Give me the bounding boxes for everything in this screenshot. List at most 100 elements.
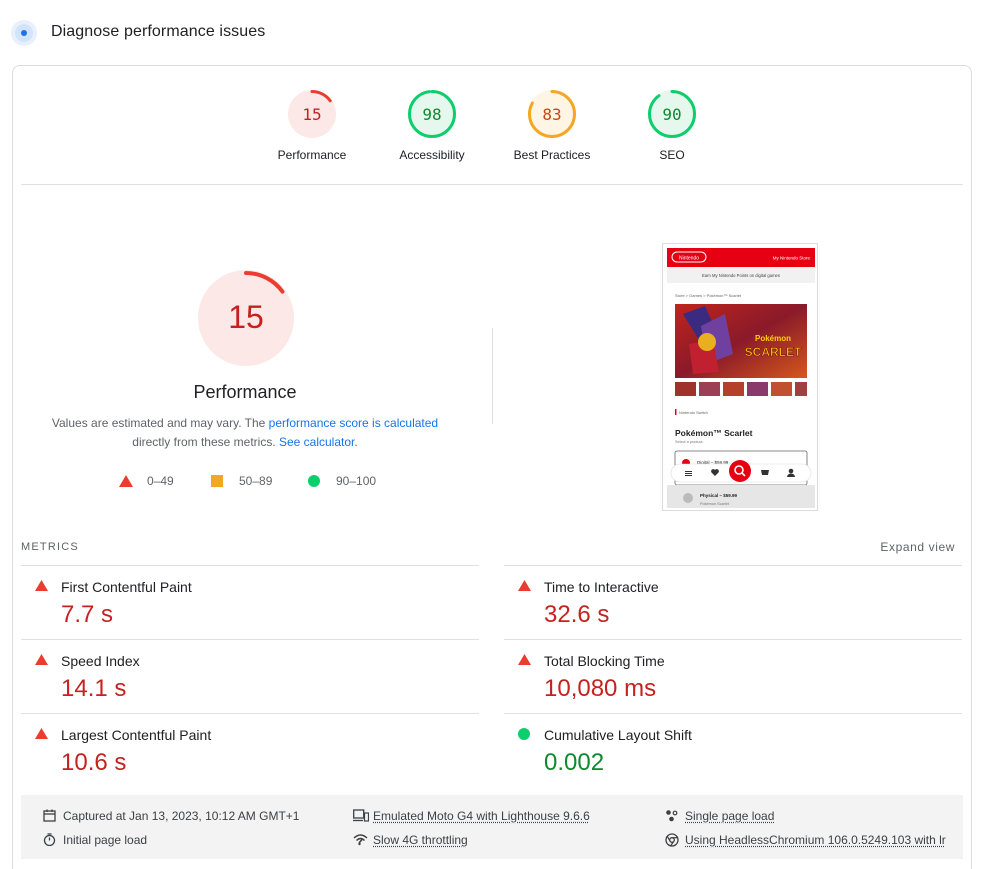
gauge-bg <box>408 90 456 138</box>
metric-label: Time to Interactive <box>544 579 659 595</box>
expand-view-button[interactable]: Expand view <box>880 540 955 554</box>
lighthouse-icon <box>11 20 37 46</box>
score-legend: 0–49 50–89 90–100 <box>119 473 419 489</box>
option-sub: Pokémon Scarlet <box>700 502 730 506</box>
captured-text: Captured at Jan 13, 2023, 10:12 AM GMT+1 <box>63 809 300 823</box>
nintendo-logo: Nintendo <box>679 256 699 262</box>
triangle-icon <box>35 728 48 739</box>
metric-value: 32.6 s <box>544 601 610 628</box>
metric-cumulative-layout-shift: Cumulative Layout Shift 0.002 <box>504 713 962 787</box>
big-gauge-bg <box>198 270 294 366</box>
gauge-performance[interactable]: 15 Performance <box>252 88 372 162</box>
product-title: Pokémon™ Scarlet <box>675 428 753 438</box>
select-text: Select a product: <box>675 440 704 444</box>
calendar-icon <box>43 809 56 822</box>
vertical-divider <box>492 328 493 424</box>
session-icon <box>666 810 678 822</box>
option-physical: Physical – $59.99 <box>700 493 738 498</box>
metric-time-to-interactive: Time to Interactive 32.6 s <box>504 565 962 639</box>
gauge-bg <box>288 90 336 138</box>
legend-range: 90–100 <box>336 474 377 488</box>
hero-title-1: Pokémon <box>755 334 791 343</box>
gauge-ring: 90 <box>648 90 696 138</box>
final-screenshot[interactable]: Nintendo My Nintendo Store Earn My Ninte… <box>662 243 818 511</box>
performance-note: Values are estimated and may vary. The p… <box>35 414 455 452</box>
page-title: Diagnose performance issues <box>51 23 266 40</box>
gauge-arc <box>648 90 696 138</box>
metric-value: 14.1 s <box>61 675 127 702</box>
gauge-best-practices[interactable]: 83 Best Practices <box>492 88 612 162</box>
metric-label: Cumulative Layout Shift <box>544 727 692 743</box>
triangle-icon <box>35 654 48 665</box>
performance-title: Performance <box>193 382 297 402</box>
circle-icon <box>518 728 530 740</box>
platform-label: Nintendo Switch <box>679 410 708 415</box>
triangle-icon <box>119 475 133 487</box>
metrics-title: METRICS <box>21 541 79 553</box>
metric-value: 7.7 s <box>61 601 114 628</box>
option-digital: Digital – $59.99 <box>697 460 729 465</box>
timer-icon <box>43 833 56 846</box>
note-text: . <box>354 435 358 449</box>
gauge-label: SEO <box>659 148 685 162</box>
store-link: My Nintendo Store <box>773 256 811 261</box>
triangle-icon <box>35 580 48 591</box>
gauge-accessibility[interactable]: 98 Accessibility <box>372 88 492 162</box>
score-calculated-link[interactable]: performance score is calculated <box>268 416 439 430</box>
gauge-seo[interactable]: 90 SEO <box>612 88 732 162</box>
metric-label: Largest Contentful Paint <box>61 727 212 743</box>
initial-text: Initial page load <box>63 833 148 847</box>
gauge-bg <box>648 90 696 138</box>
wifi-icon <box>353 834 368 846</box>
triangle-icon <box>518 654 531 665</box>
note-text: directly from these metrics. <box>132 435 279 449</box>
legend-range: 50–89 <box>239 474 273 488</box>
metric-label: Speed Index <box>61 653 140 669</box>
see-calculator-link[interactable]: See calculator <box>278 435 355 449</box>
single-text: Single page load <box>685 809 775 823</box>
gauge-score: 83 <box>542 105 561 124</box>
runtime-settings: Captured at Jan 13, 2023, 10:12 AM GMT+1… <box>21 795 963 859</box>
metric-value: 10.6 s <box>61 749 127 776</box>
gauge-score: 90 <box>662 105 681 124</box>
metric-first-contentful-paint: First Contentful Paint 7.7 s <box>21 565 479 639</box>
metric-label: First Contentful Paint <box>61 579 192 595</box>
promo-text: Earn My Nintendo Points on digital games <box>702 273 780 278</box>
legend-range: 0–49 <box>147 474 174 488</box>
gauge-arc <box>408 90 456 138</box>
category-gauges: 15 Performance 98 Accessibility 83 Best … <box>13 66 973 186</box>
hero-title-2: SCARLET <box>745 345 802 359</box>
gauge-label: Best Practices <box>513 148 591 162</box>
gauge-label: Accessibility <box>399 148 465 162</box>
metric-value: 10,080 ms <box>544 675 657 702</box>
big-gauge-arc <box>199 271 293 365</box>
performance-big-gauge: 15 <box>198 270 294 366</box>
device-text: Emulated Moto G4 with Lighthouse 9.6.6 <box>373 809 590 823</box>
note-text: Values are estimated and may vary. The <box>51 416 269 430</box>
square-icon <box>211 475 223 487</box>
gauge-score: 15 <box>302 105 321 124</box>
gauge-label: Performance <box>277 148 347 162</box>
metric-total-blocking-time: Total Blocking Time 10,080 ms <box>504 639 962 713</box>
gauge-arc <box>288 90 336 138</box>
section-header: Diagnose performance issues <box>0 0 984 66</box>
metric-speed-index: Speed Index 14.1 s <box>21 639 479 713</box>
metric-value: 0.002 <box>544 749 605 776</box>
metric-largest-contentful-paint: Largest Contentful Paint 10.6 s <box>21 713 479 787</box>
throttling-text: Slow 4G throttling <box>373 833 468 847</box>
screenshot-image: Nintendo My Nintendo Store Earn My Ninte… <box>667 248 815 508</box>
breadcrumb: Store > Games > Pokémon™ Scarlet <box>675 293 742 298</box>
report-panel: 15 Performance 98 Accessibility 83 Best … <box>12 65 972 869</box>
gauge-bg <box>528 90 576 138</box>
triangle-icon <box>518 580 531 591</box>
divider <box>21 184 963 185</box>
big-gauge-score: 15 <box>228 299 264 335</box>
chrome-icon <box>665 833 679 847</box>
gauge-score: 98 <box>422 105 441 124</box>
gauge-arc <box>528 90 576 138</box>
gauge-ring: 98 <box>408 90 456 138</box>
gauge-ring: 15 <box>288 90 336 138</box>
metric-label: Total Blocking Time <box>544 653 665 669</box>
circle-icon <box>308 475 320 487</box>
browser-text: Using HeadlessChromium 106.0.5249.103 wi… <box>685 833 946 847</box>
